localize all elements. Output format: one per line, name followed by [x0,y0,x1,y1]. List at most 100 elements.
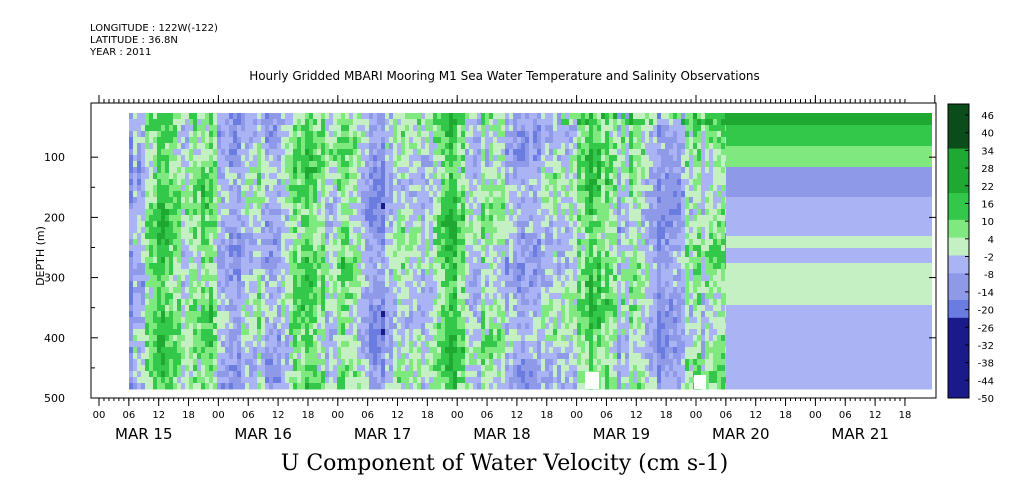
heatmap-cell [257,275,262,282]
heatmap-cell [257,215,262,222]
heatmap-cell [221,161,226,168]
heatmap-cell [261,149,266,156]
heatmap-cell [401,191,406,198]
heatmap-cell [169,311,174,318]
heatmap-cell [477,359,482,366]
heatmap-cell [381,197,386,204]
heatmap-cell [189,281,194,288]
heatmap-cell [549,167,554,174]
heatmap-cell [265,173,270,180]
heatmap-cell [265,287,270,294]
heatmap-cell [213,167,218,174]
heatmap-cell [273,167,278,174]
heatmap-cell [373,359,378,366]
heatmap-cell [365,215,370,222]
heatmap-cell [233,149,238,156]
heatmap-cell [253,173,258,180]
heatmap-cell [501,119,506,126]
heatmap-cell [201,347,206,354]
heatmap-cell [489,209,494,216]
heatmap-cell [425,281,430,288]
heatmap-cell [305,371,310,378]
heatmap-cell [297,251,302,258]
heatmap-cell [553,179,558,186]
heatmap-cell [349,155,354,162]
heatmap-cell [537,353,542,360]
heatmap-cell [309,179,314,186]
heatmap-cell [157,245,162,252]
heatmap-cell [421,215,426,222]
heatmap-cell [521,143,526,150]
heatmap-cell [237,323,242,330]
heatmap-cell [533,131,538,138]
heatmap-cell [441,203,446,210]
heatmap-cell [281,197,286,204]
heatmap-cell [485,287,490,294]
heatmap-cell [217,119,222,126]
heatmap-cell [529,317,534,324]
heatmap-cell [313,365,318,372]
heatmap-cell [165,203,170,210]
heatmap-cell [485,329,490,336]
heatmap-cell [221,131,226,138]
heatmap-cell [161,263,166,270]
heatmap-cell [353,143,358,150]
heatmap-cell [325,143,330,150]
heatmap-cell [305,149,310,156]
heatmap-cell [493,197,498,204]
heatmap-cell [541,299,546,306]
heatmap-cell [345,155,350,162]
heatmap-cell [173,113,178,120]
heatmap-cell [133,311,138,318]
heatmap-cell [137,245,142,252]
heatmap-cell [129,293,134,300]
heatmap-cell [269,149,274,156]
heatmap-cell [185,287,190,294]
heatmap-cell [149,233,154,240]
heatmap-cell [245,281,250,288]
heatmap-cell [493,131,498,138]
heatmap-cell [241,347,246,354]
heatmap-cell [305,119,310,126]
heatmap-cell [245,329,250,336]
heatmap-cell [421,155,426,162]
heatmap-cell [461,353,466,360]
heatmap-cell [329,329,334,336]
heatmap-cell [301,185,306,192]
heatmap-cell [541,125,546,132]
heatmap-cell [509,329,514,336]
heatmap-cell [173,179,178,186]
heatmap-cell [485,377,490,384]
heatmap-cell [213,209,218,216]
heatmap-cell [353,125,358,132]
heatmap-cell [265,305,270,312]
heatmap-cell [233,215,238,222]
heatmap-cell [165,215,170,222]
heatmap-cell [337,131,342,138]
heatmap-cell [145,359,150,366]
heatmap-cell [341,173,346,180]
heatmap-cell [337,227,342,234]
heatmap-cell [273,179,278,186]
heatmap-cell [225,365,230,372]
heatmap-cell [269,299,274,306]
heatmap-cell [281,287,286,294]
heatmap-cell [521,353,526,360]
heatmap-cell [321,281,326,288]
heatmap-cell [285,353,290,360]
heatmap-cell [209,293,214,300]
heatmap-cell [381,299,386,306]
heatmap-cell [361,263,366,270]
heatmap-cell [541,179,546,186]
heatmap-cell [321,317,326,324]
heatmap-cell [397,257,402,264]
heatmap-cell [541,281,546,288]
heatmap-cell [201,113,206,120]
heatmap-cell [541,113,546,120]
heatmap-cell [241,377,246,384]
heatmap-cell [149,137,154,144]
heatmap-cell [197,149,202,156]
heatmap-cell [357,377,362,384]
heatmap-cell [541,317,546,324]
heatmap-cell [293,383,298,390]
